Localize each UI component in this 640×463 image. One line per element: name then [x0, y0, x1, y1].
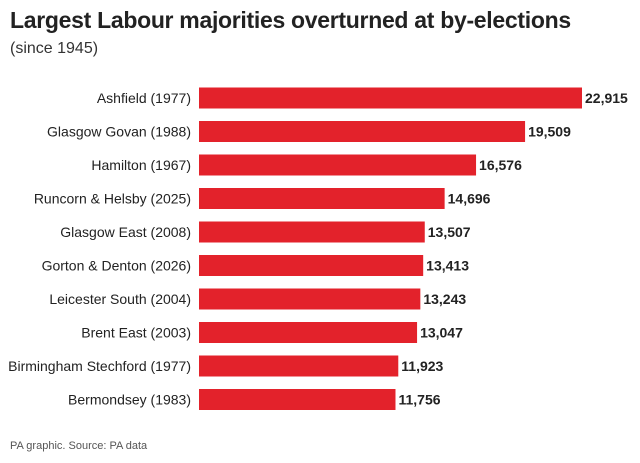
- bar: [199, 322, 418, 343]
- category-label: Ashfield (1977): [97, 90, 191, 106]
- bar: [199, 389, 396, 410]
- bar: [199, 355, 399, 377]
- source-note: PA graphic. Source: PA data: [10, 440, 148, 452]
- value-label: 16,576: [479, 157, 522, 173]
- value-label: 14,696: [448, 191, 491, 207]
- category-label: Glasgow Govan (1988): [47, 124, 191, 140]
- bar: [199, 154, 477, 176]
- bar: [199, 188, 445, 209]
- value-label: 11,923: [401, 358, 443, 374]
- bar: [199, 121, 526, 142]
- category-label: Leicester South (2004): [49, 291, 191, 307]
- bar: [199, 288, 421, 310]
- value-label: 13,413: [426, 258, 469, 274]
- category-label: Glasgow East (2008): [60, 224, 191, 240]
- category-label: Hamilton (1967): [91, 157, 191, 173]
- category-label: Brent East (2003): [81, 325, 191, 341]
- category-label: Runcorn & Helsby (2025): [34, 191, 191, 207]
- value-label: 19,509: [528, 124, 571, 140]
- category-label: Birmingham Stechford (1977): [8, 358, 191, 374]
- category-label: Gorton & Denton (2026): [42, 258, 191, 274]
- bar: [199, 255, 424, 276]
- chart-title: Largest Labour majorities overturned at …: [10, 7, 571, 33]
- value-label: 13,047: [420, 325, 463, 341]
- bar: [199, 221, 425, 243]
- value-label: 11,756: [398, 392, 440, 408]
- bar: [199, 87, 582, 109]
- value-label: 13,507: [428, 224, 471, 240]
- value-label: 22,915: [585, 90, 628, 106]
- chart-subtitle: (since 1945): [10, 40, 99, 57]
- value-label: 13,243: [423, 291, 466, 307]
- category-label: Bermondsey (1983): [68, 392, 191, 408]
